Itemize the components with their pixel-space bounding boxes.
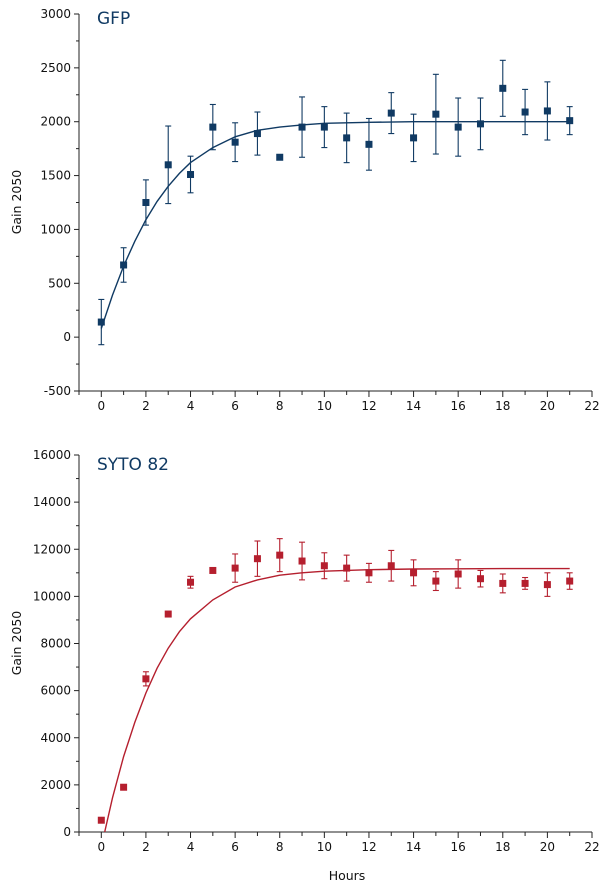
syto82-data-point: [521, 579, 529, 587]
syto82-data-point: [142, 675, 150, 683]
syto82-title: SYTO 82: [97, 455, 169, 475]
syto82-y-tick-label: 8000: [40, 637, 71, 651]
syto82-data-point: [276, 551, 284, 559]
gfp-data-point: [276, 153, 284, 161]
syto82-x-tick-label: 22: [584, 840, 599, 854]
syto82-y-tick-label: 10000: [33, 589, 71, 603]
syto82-data-point: [320, 562, 328, 570]
syto82-x-tick-label: 6: [231, 840, 239, 854]
syto82-data-point: [231, 564, 239, 572]
gfp-x-tick-label: 10: [317, 399, 332, 413]
gfp-x-tick-label: 22: [584, 399, 599, 413]
gfp-x-tick-label: 4: [187, 399, 195, 413]
gfp-y-tick-label: 1000: [40, 222, 71, 236]
gfp-y-tick-label: 2000: [40, 115, 71, 129]
syto82-y-tick-label: 16000: [33, 448, 71, 462]
syto82-y-tick-label: 12000: [33, 542, 71, 556]
gfp-data-point: [253, 130, 261, 138]
gfp-x-tick-label: 6: [231, 399, 239, 413]
gfp-x-tick-label: 8: [276, 399, 284, 413]
gfp-data-point: [120, 261, 128, 269]
syto82-data-point: [120, 783, 128, 791]
gfp-y-tick-label: 500: [48, 276, 71, 290]
gfp-data-point: [410, 134, 418, 142]
gfp-x-tick-label: 14: [406, 399, 421, 413]
syto82-data-point: [298, 557, 306, 565]
syto82-data-point: [97, 816, 105, 824]
gfp-x-tick-label: 16: [451, 399, 466, 413]
syto82-data-point: [432, 577, 440, 585]
gfp-data-point: [97, 318, 105, 326]
syto82-data-point: [566, 577, 574, 585]
gfp-x-tick-label: 0: [97, 399, 105, 413]
gfp-data-point: [142, 199, 150, 206]
gfp-panel: GFP Gain 2050 -500 0 500 1000 1500 2000 2500 30…: [9, 7, 600, 413]
syto82-panel: SYTO 82 Gain 2050 Hours 0 2000 4000 6000 800…: [9, 448, 600, 883]
syto82-x-tick-label: 18: [495, 840, 510, 854]
gfp-y-tick-label: -500: [44, 384, 71, 398]
gfp-x-tick-label: 18: [495, 399, 510, 413]
syto82-x-tick-label: 16: [451, 840, 466, 854]
syto82-data-point: [187, 578, 195, 586]
syto82-x-tick-label: 0: [97, 840, 105, 854]
gfp-data-point: [454, 123, 462, 131]
gfp-y-axis-title: Gain 2050: [9, 170, 24, 235]
gfp-data-point: [164, 161, 172, 169]
gfp-data-point: [343, 134, 351, 142]
gfp-data-point: [521, 108, 529, 116]
syto82-data-point: [387, 562, 395, 570]
gfp-fit-curve: [100, 120, 570, 329]
syto82-x-tick-label: 2: [142, 840, 150, 854]
gfp-y-tick-label: 0: [63, 330, 71, 344]
syto82-data-point: [499, 579, 507, 587]
syto82-y-tick-label: 0: [63, 825, 71, 839]
gfp-y-tick-label: 2500: [40, 61, 71, 75]
syto82-y-tick-label: 6000: [40, 684, 71, 698]
gfp-data-point: [476, 120, 484, 128]
gfp-data-point: [231, 138, 239, 146]
syto82-x-tick-label: 10: [317, 840, 332, 854]
gfp-data-point: [365, 140, 373, 148]
gfp-x-tick-label: 20: [540, 399, 555, 413]
gfp-data-point: [209, 123, 217, 131]
syto82-y-axis-title: Gain 2050: [9, 611, 24, 676]
syto82-y-tick-label: 4000: [40, 731, 71, 745]
gfp-x-tick-label: 2: [142, 399, 150, 413]
gfp-x-tick-label: 12: [361, 399, 376, 413]
syto82-data-point: [253, 555, 261, 563]
syto82-x-tick-label: 4: [187, 840, 195, 854]
syto82-data-point: [543, 581, 551, 589]
syto82-x-axis-title: Hours: [329, 868, 366, 883]
gfp-data-point: [320, 123, 328, 131]
gfp-data-point: [566, 117, 574, 125]
syto82-data-point: [410, 569, 418, 577]
syto82-data-point: [365, 569, 373, 577]
syto82-x-tick-label: 8: [276, 840, 284, 854]
syto82-y-tick-label: 2000: [40, 778, 71, 792]
gfp-data-point: [499, 84, 507, 92]
gfp-data-point: [298, 123, 306, 131]
gfp-data-point: [543, 107, 551, 115]
gfp-title: GFP: [97, 9, 130, 29]
syto82-x-tick-label: 12: [361, 840, 376, 854]
gfp-data-point: [387, 109, 395, 117]
gfp-data-point: [187, 170, 195, 178]
syto82-data-point: [343, 564, 351, 572]
syto82-data-point: [454, 570, 462, 578]
syto82-fit-curve: [104, 567, 570, 833]
syto82-y-tick-label: 14000: [33, 495, 71, 509]
syto82-data-point: [476, 575, 484, 583]
syto82-x-tick-label: 20: [540, 840, 555, 854]
gfp-y-tick-label: 3000: [40, 7, 71, 21]
syto82-data-point: [164, 610, 172, 618]
gfp-data-point: [432, 110, 440, 118]
gfp-y-tick-label: 1500: [40, 169, 71, 183]
syto82-data-point: [209, 566, 217, 574]
syto82-x-tick-label: 14: [406, 840, 421, 854]
